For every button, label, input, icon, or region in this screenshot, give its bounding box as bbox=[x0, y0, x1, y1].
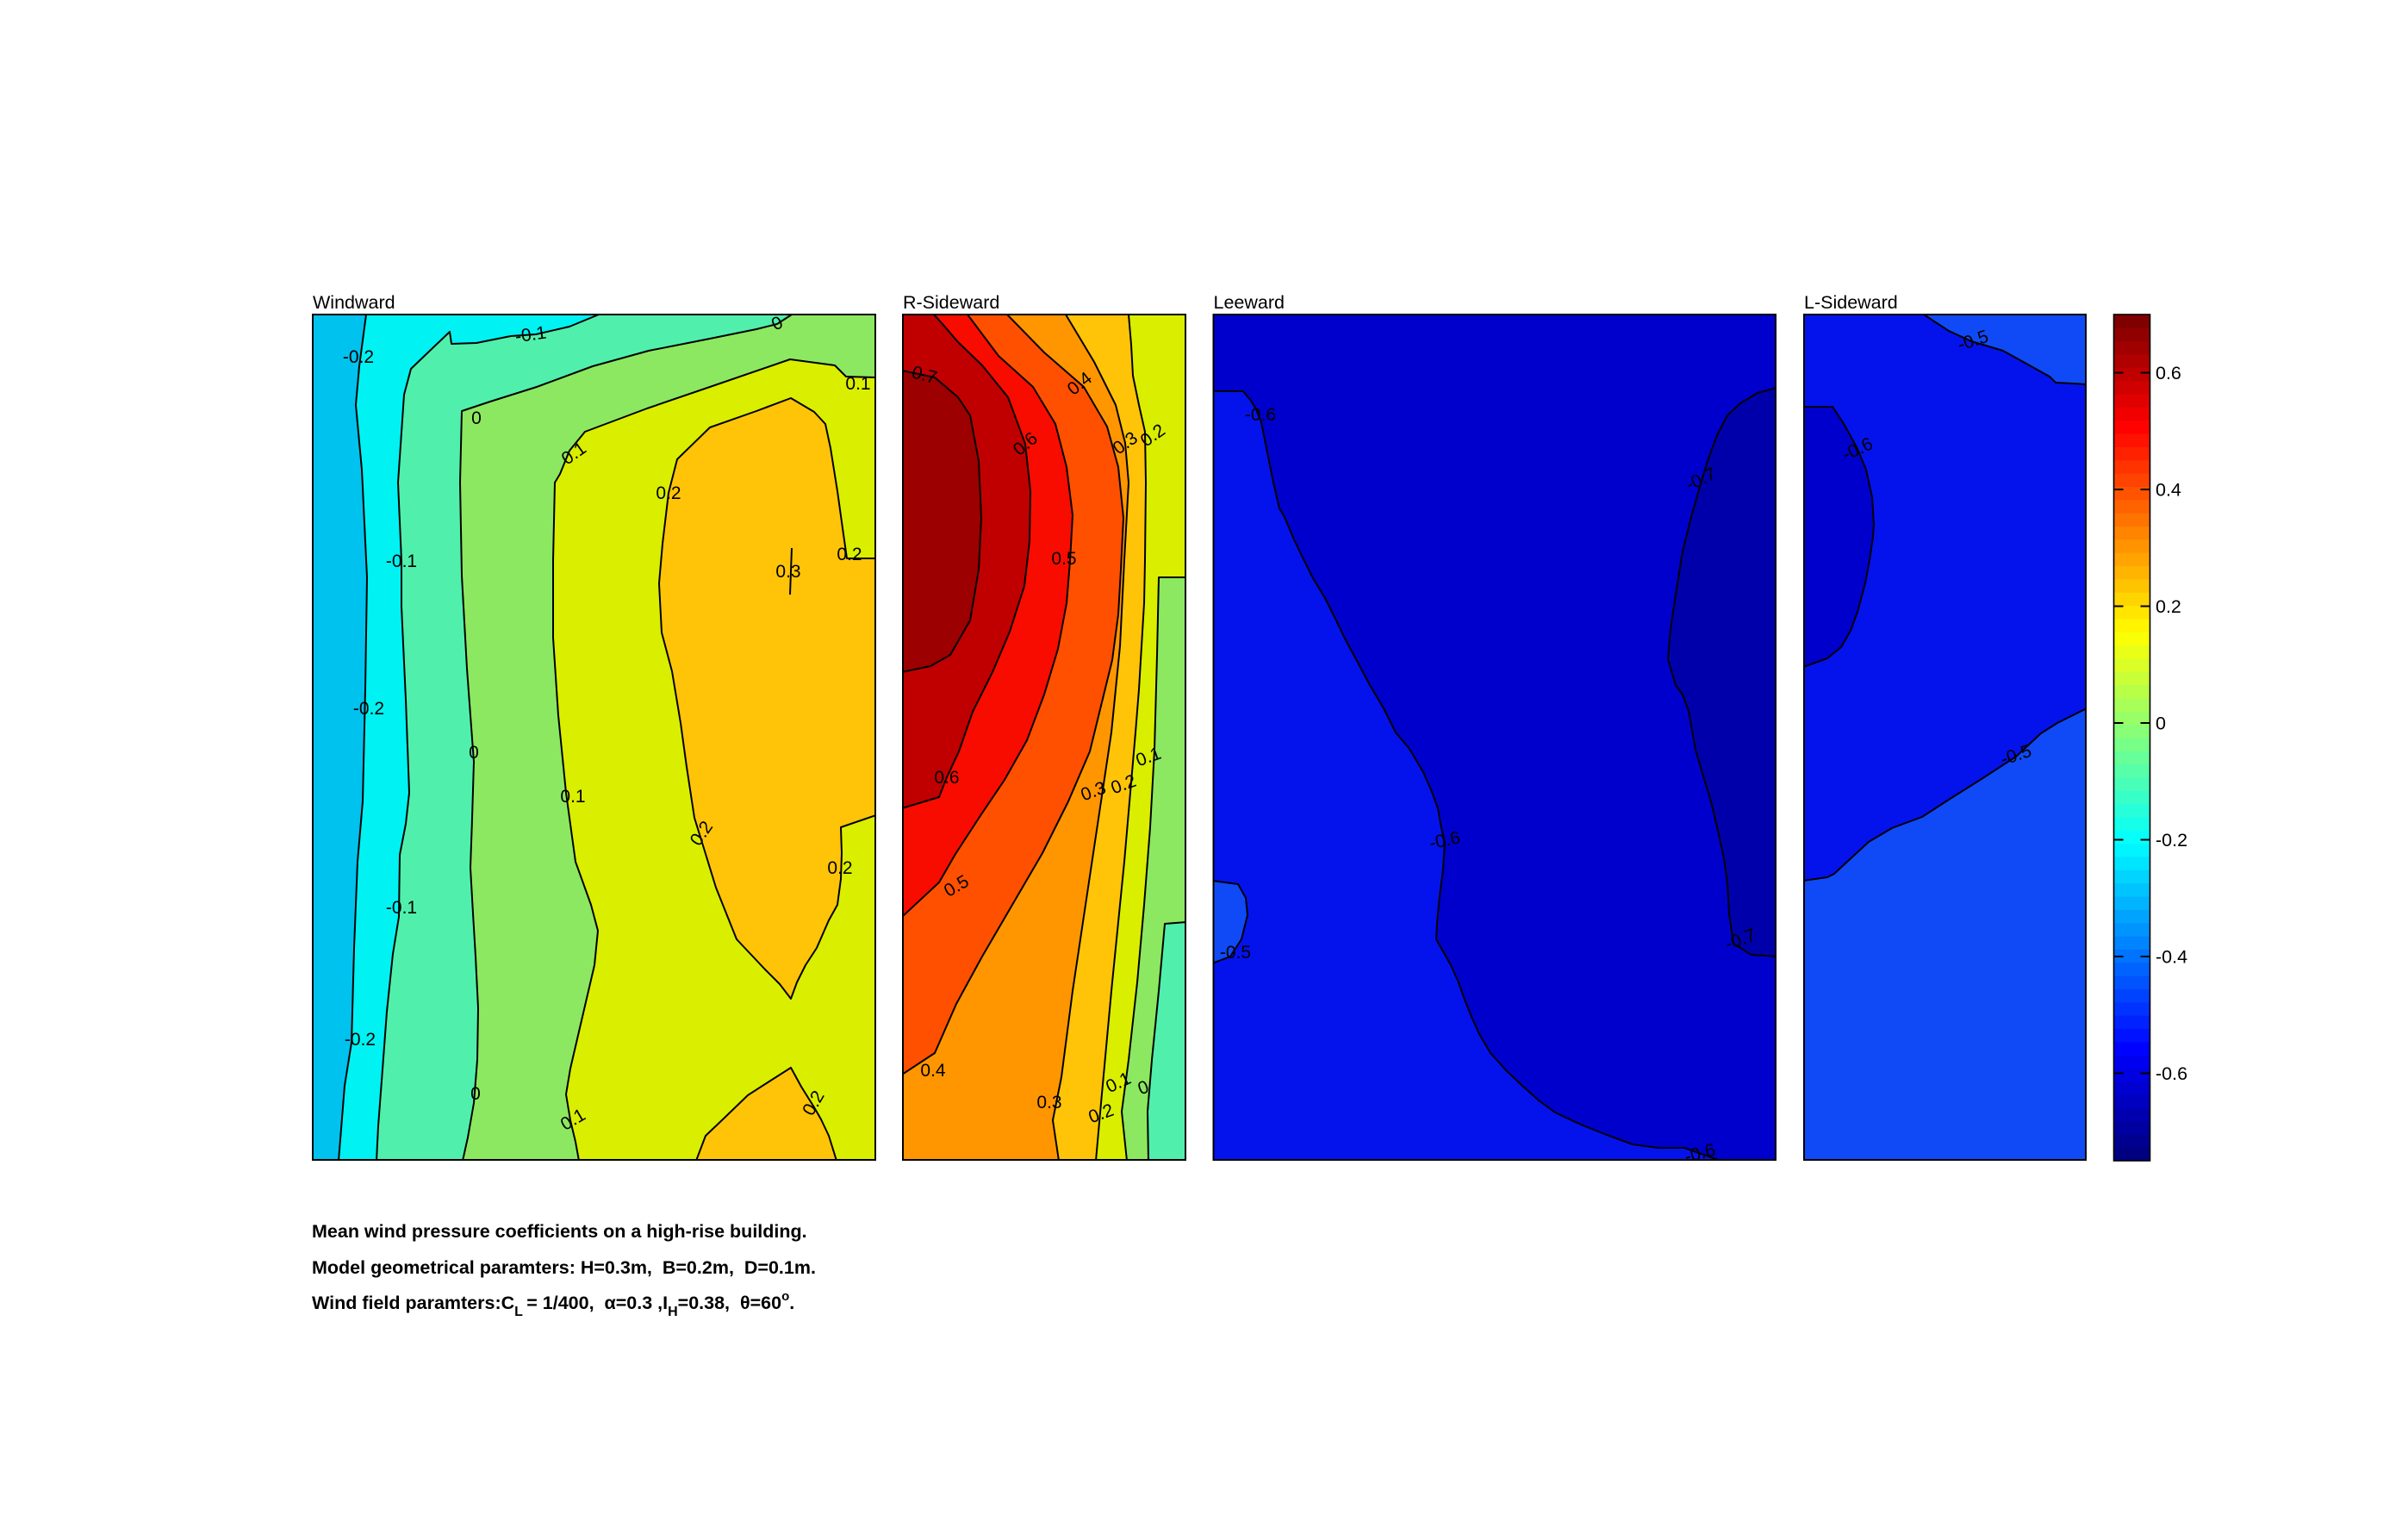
svg-text:-0.4: -0.4 bbox=[2156, 947, 2187, 968]
svg-text:-0.5: -0.5 bbox=[1220, 943, 1251, 963]
svg-text:-0.1: -0.1 bbox=[514, 323, 548, 347]
svg-text:Leeward: Leeward bbox=[1214, 292, 1285, 313]
svg-text:0: 0 bbox=[471, 408, 482, 428]
svg-text:0.5: 0.5 bbox=[1051, 549, 1076, 569]
svg-text:0.6: 0.6 bbox=[934, 768, 959, 788]
svg-text:0.4: 0.4 bbox=[2156, 480, 2181, 501]
svg-text:0.2: 0.2 bbox=[827, 858, 852, 878]
svg-text:-0.2: -0.2 bbox=[353, 699, 384, 719]
svg-text:0.6: 0.6 bbox=[2156, 363, 2181, 383]
svg-text:L-Sideward: L-Sideward bbox=[1804, 292, 1898, 313]
svg-text:0: 0 bbox=[2156, 714, 2166, 734]
svg-text:Windward: Windward bbox=[313, 292, 395, 313]
svg-text:0.3: 0.3 bbox=[1036, 1093, 1061, 1112]
svg-text:0: 0 bbox=[469, 743, 479, 763]
svg-text:R-Sideward: R-Sideward bbox=[903, 292, 999, 313]
svg-text:-0.2: -0.2 bbox=[343, 347, 374, 367]
svg-text:0: 0 bbox=[470, 1084, 481, 1104]
svg-text:0.1: 0.1 bbox=[560, 787, 585, 807]
svg-text:-0.2: -0.2 bbox=[2156, 830, 2187, 851]
svg-text:Mean wind pressure coefficient: Mean wind pressure coefficients on a hig… bbox=[312, 1221, 807, 1242]
svg-text:-0.6: -0.6 bbox=[1245, 405, 1276, 425]
svg-text:0.3: 0.3 bbox=[775, 562, 800, 582]
svg-text:-0.1: -0.1 bbox=[386, 552, 417, 571]
svg-text:-0.6: -0.6 bbox=[2156, 1063, 2187, 1084]
svg-text:0.2: 0.2 bbox=[2156, 596, 2181, 617]
svg-text:-0.1: -0.1 bbox=[386, 898, 417, 918]
svg-text:0.2: 0.2 bbox=[656, 483, 681, 503]
svg-text:0.4: 0.4 bbox=[920, 1061, 946, 1081]
svg-text:Model geometrical paramters: H: Model geometrical paramters: H=0.3m, B=0… bbox=[312, 1257, 816, 1278]
svg-text:0.2: 0.2 bbox=[837, 545, 862, 564]
svg-text:0.1: 0.1 bbox=[845, 374, 870, 394]
svg-text:-0.2: -0.2 bbox=[345, 1030, 376, 1050]
